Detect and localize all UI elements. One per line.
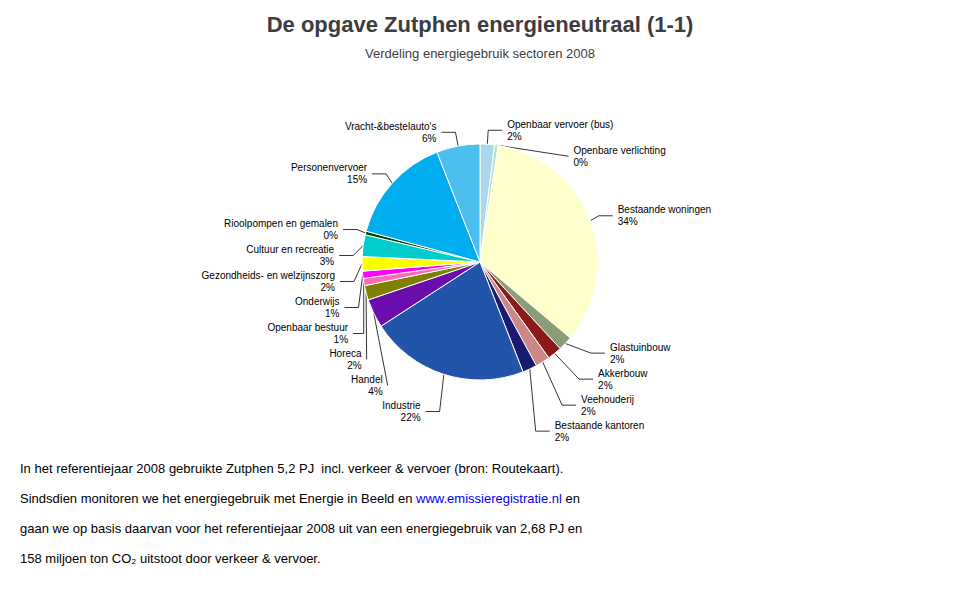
svg-text:2%: 2% [610, 354, 625, 365]
svg-text:Vracht-&bestelauto's: Vracht-&bestelauto's [345, 121, 437, 132]
svg-text:22%: 22% [401, 412, 421, 423]
svg-text:2%: 2% [598, 380, 613, 391]
svg-text:Gezondheids- en welzijnszorg: Gezondheids- en welzijnszorg [202, 270, 335, 281]
svg-text:Onderwijs: Onderwijs [295, 296, 339, 307]
svg-text:1%: 1% [325, 308, 340, 319]
svg-text:0%: 0% [573, 157, 588, 168]
svg-text:Openbaar bestuur: Openbaar bestuur [267, 322, 348, 333]
svg-text:gaan we op basis daarvan voor: gaan we op basis daarvan voor het refere… [20, 521, 582, 536]
svg-text:Sindsdien monitoren we het ene: Sindsdien monitoren we het energiegebrui… [20, 491, 416, 506]
svg-text:Horeca: Horeca [329, 348, 362, 359]
svg-text:2%: 2% [321, 282, 336, 293]
svg-text:0%: 0% [324, 230, 339, 241]
svg-text:Veehouderij: Veehouderij [581, 394, 634, 405]
svg-text:en: en [562, 491, 580, 506]
svg-text:6%: 6% [422, 133, 437, 144]
svg-text:Glastuinbouw: Glastuinbouw [610, 342, 671, 353]
svg-text:2%: 2% [507, 131, 522, 142]
svg-text:Bestaande kantoren: Bestaande kantoren [555, 420, 645, 431]
svg-text:Verdeling energiegebruik secto: Verdeling energiegebruik sectoren 2008 [365, 46, 595, 61]
svg-text:1%: 1% [334, 334, 349, 345]
svg-text:De opgave Zutphen energieneutr: De opgave Zutphen energieneutraal (1-1) [267, 12, 694, 37]
svg-text:Rioolpompen en gemalen: Rioolpompen en gemalen [224, 218, 338, 229]
svg-text:Handel: Handel [351, 374, 383, 385]
svg-text:Bestaande woningen: Bestaande woningen [618, 204, 711, 215]
svg-text:Akkerbouw: Akkerbouw [598, 368, 648, 379]
svg-text:158 miljoen ton CO₂ uitstoot d: 158 miljoen ton CO₂ uitstoot door verkee… [20, 551, 321, 566]
svg-text:3%: 3% [320, 256, 335, 267]
svg-text:www.emissieregistratie.nl: www.emissieregistratie.nl [415, 491, 562, 506]
svg-text:Openbare verlichting: Openbare verlichting [573, 145, 665, 156]
svg-text:Personenvervoer: Personenvervoer [291, 162, 368, 173]
svg-text:2%: 2% [555, 432, 570, 443]
svg-text:Industrie: Industrie [382, 400, 421, 411]
svg-text:Cultuur en recreatie: Cultuur en recreatie [246, 244, 334, 255]
svg-text:34%: 34% [618, 216, 638, 227]
svg-text:In het referentiejaar 2008 geb: In het referentiejaar 2008 gebruikte Zut… [20, 461, 563, 476]
svg-text:4%: 4% [368, 386, 383, 397]
svg-text:Openbaar vervoer (bus): Openbaar vervoer (bus) [507, 119, 613, 130]
svg-text:15%: 15% [347, 174, 367, 185]
svg-text:2%: 2% [581, 406, 596, 417]
svg-text:2%: 2% [347, 360, 362, 371]
